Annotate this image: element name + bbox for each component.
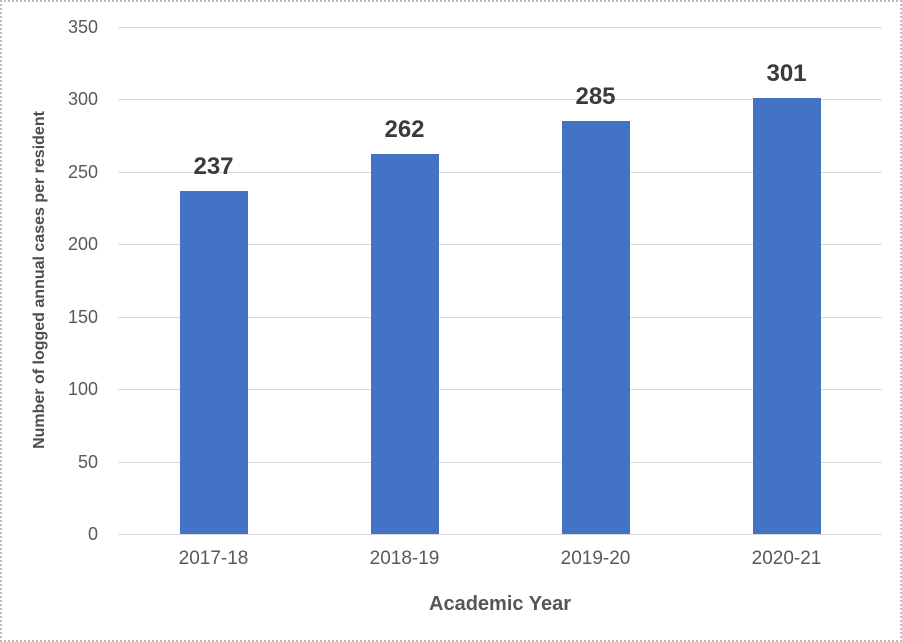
gridline-50 (118, 461, 882, 463)
bar-2019-20 (561, 121, 630, 534)
y-tick-label-250: 250 (67, 161, 98, 182)
y-tick-label-0: 0 (87, 524, 98, 544)
x-tick-label-2019-20: 2019-20 (560, 548, 631, 569)
y-tick-label-50: 50 (77, 451, 98, 472)
y-tick-label-300: 300 (67, 89, 98, 110)
data-label-2020-21: 301 (766, 59, 807, 87)
x-axis-title: Academic Year (429, 593, 571, 615)
y-tick-label-150: 150 (67, 306, 98, 327)
bar-2018-19 (370, 154, 439, 534)
y-tick-label-100: 100 (67, 379, 98, 400)
data-label-2019-20: 285 (575, 83, 616, 111)
x-axis: 2017-18 2018-19 2019-20 2020-21 (118, 548, 882, 574)
data-label-2017-18: 237 (193, 152, 234, 180)
x-tick-label-2017-18: 2017-18 (178, 548, 249, 569)
gridline-250 (118, 171, 882, 173)
y-axis: 0 50 100 150 200 250 300 350 (36, 18, 98, 543)
x-tick-label-2020-21: 2020-21 (751, 548, 822, 569)
gridline-350 (118, 27, 882, 28)
gridline-200 (118, 244, 882, 246)
gridline-150 (118, 316, 882, 318)
y-tick-label-350: 350 (67, 17, 98, 37)
gridline-300 (118, 99, 882, 101)
y-tick-label-200: 200 (67, 234, 98, 255)
bar-2017-18 (179, 190, 248, 534)
x-tick-label-2018-19: 2018-19 (369, 548, 440, 569)
bar-2020-21 (752, 97, 821, 534)
data-label-2018-19: 262 (384, 116, 425, 144)
gridline-0 (118, 534, 882, 535)
plot-area: 237 262 285 301 (118, 27, 882, 535)
gridline-100 (118, 389, 882, 391)
